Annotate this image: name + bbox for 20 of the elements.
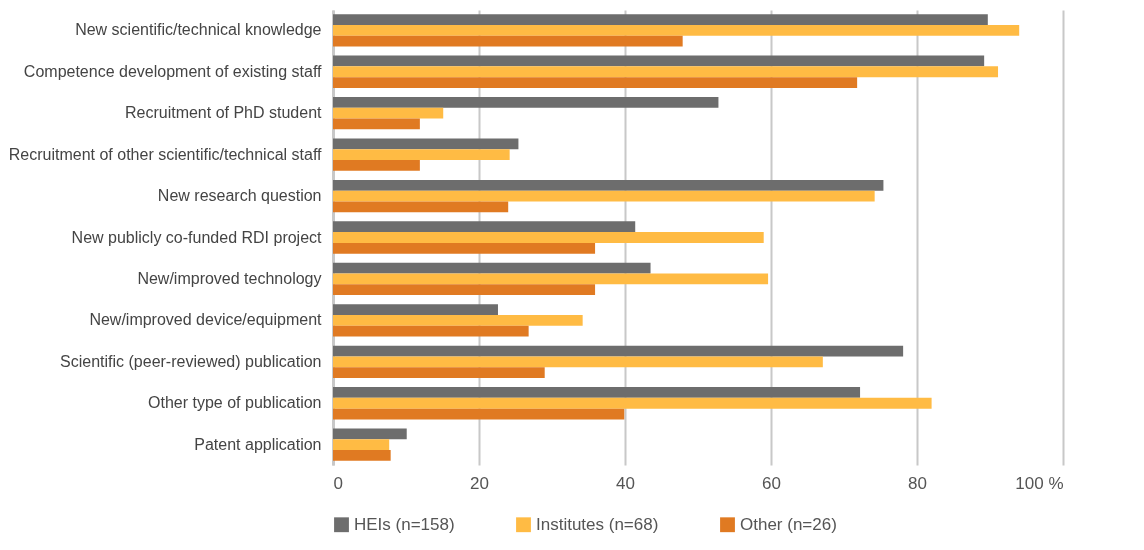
- y-tick-label: New scientific/technical knowledge: [75, 21, 322, 39]
- legend-label: Institutes (n=68): [536, 514, 659, 534]
- y-tick-label: Patent application: [194, 435, 322, 453]
- x-tick-label: 20: [470, 473, 489, 493]
- y-tick-label: Recruitment of other scientific/technical staff: [8, 145, 323, 163]
- y-tick-label: New research question: [157, 187, 322, 205]
- x-tick-label: 80: [908, 473, 927, 493]
- legend-label: Other (n=26): [740, 514, 837, 534]
- x-tick-label: 60: [762, 473, 781, 493]
- x-tick-label: 40: [616, 473, 635, 493]
- x-tick-label: 0: [333, 473, 343, 493]
- y-tick-label: Scientific (peer-reviewed) publication: [60, 352, 322, 370]
- y-tick-label: New/improved device/equipment: [89, 311, 323, 329]
- y-tick-label: New publicly co-funded RDI project: [71, 228, 323, 246]
- y-tick-label: Other type of publication: [148, 394, 322, 412]
- x-tick-label: 100 %: [1015, 473, 1064, 493]
- y-tick-label: Recruitment of PhD student: [124, 104, 323, 122]
- y-tick-label: New/improved technology: [137, 269, 322, 287]
- y-tick-label: Competence development of existing staff: [23, 62, 323, 80]
- legend-label: HEIs (n=158): [354, 514, 455, 534]
